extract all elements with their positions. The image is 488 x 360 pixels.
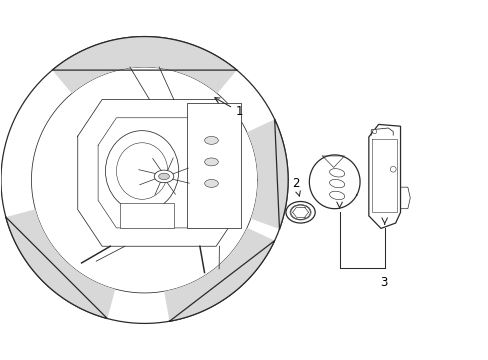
- Ellipse shape: [329, 179, 344, 188]
- Ellipse shape: [329, 191, 344, 199]
- Ellipse shape: [116, 143, 167, 199]
- Ellipse shape: [204, 180, 218, 187]
- Ellipse shape: [154, 170, 173, 183]
- Ellipse shape: [158, 173, 169, 180]
- Text: 1: 1: [214, 98, 243, 118]
- Ellipse shape: [389, 166, 395, 172]
- Text: 3: 3: [379, 276, 386, 289]
- Ellipse shape: [204, 158, 218, 166]
- Polygon shape: [368, 125, 400, 228]
- Polygon shape: [186, 103, 240, 228]
- Polygon shape: [52, 37, 236, 94]
- Text: 2: 2: [291, 177, 300, 196]
- Ellipse shape: [290, 205, 310, 220]
- Ellipse shape: [204, 136, 218, 144]
- Polygon shape: [120, 203, 173, 228]
- Polygon shape: [246, 120, 287, 229]
- Polygon shape: [164, 228, 274, 321]
- Ellipse shape: [329, 168, 344, 177]
- Polygon shape: [6, 209, 115, 319]
- Ellipse shape: [372, 130, 376, 134]
- Ellipse shape: [285, 202, 315, 223]
- Ellipse shape: [105, 131, 179, 211]
